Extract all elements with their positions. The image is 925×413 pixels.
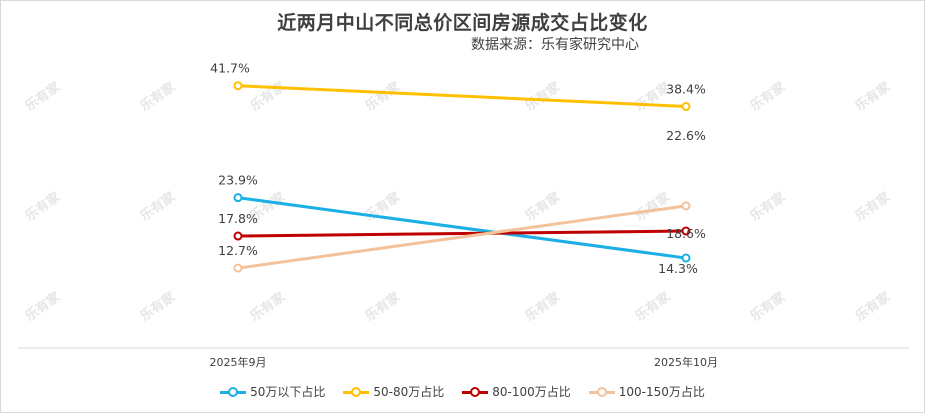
watermark-text: 乐有家 [852,188,894,224]
chart-legend: 50万以下占比 50-80万占比 80-100万占比 100-150万占比 [0,383,925,400]
data-labels: 23.9% 14.3% 41.7% 38.4% 17.8% 18.6% 12.7% 22.6% [210,61,706,276]
data-point [233,81,243,91]
watermark-text: 乐有家 [522,288,564,324]
watermark-text: 乐有家 [22,288,64,324]
legend-item[interactable]: 50万以下占比 [220,383,325,400]
data-label: 18.6% [666,226,706,241]
data-point [681,201,691,211]
series-points [233,81,691,273]
chart-subtitle: 数据来源：乐有家研究中心 [471,37,639,53]
data-label: 14.3% [658,261,698,276]
data-label: 41.7% [210,61,250,76]
x-axis-ticks: 2025年9月 2025年10月 [210,355,719,369]
legend-swatch [462,386,489,398]
watermark-text: 乐有家 [632,188,674,224]
watermark-text: 乐有家 [247,288,289,324]
watermark-text: 乐有家 [522,78,564,114]
watermark-text: 乐有家 [137,78,179,114]
legend-label: 50-80万占比 [373,385,445,399]
x-tick-label: 2025年10月 [654,355,718,369]
x-tick-label: 2025年9月 [210,355,267,369]
data-label: 17.8% [218,211,258,226]
series-lines [237,84,687,270]
watermark-text: 乐有家 [22,188,64,224]
data-point [681,101,691,111]
legend-item[interactable]: 100-150万占比 [588,383,705,400]
series-line [237,196,687,260]
data-point [681,253,691,263]
watermark-text: 乐有家 [247,78,289,114]
legend-item[interactable]: 50-80万占比 [343,383,444,400]
watermark-text: 乐有家 [137,188,179,224]
series-line [237,84,687,108]
chart-title: 近两月中山不同总价区间房源成交占比变化 [277,12,648,34]
series-line [237,229,687,238]
series-line [237,204,687,270]
watermark-text: 乐有家 [137,288,179,324]
data-point [233,263,243,273]
watermark-text: 乐有家 [632,288,674,324]
legend-item[interactable]: 80-100万占比 [462,383,571,400]
data-label: 22.6% [666,128,706,143]
legend-label: 50万以下占比 [250,385,326,399]
watermark-text: 乐有家 [747,78,789,114]
watermark-text: 乐有家 [22,78,64,114]
watermark-layer: 乐有家 乐有家 乐有家 乐有家 乐有家 乐有家 乐有家 乐有家乐有家 乐有家 乐有家 乐有家 乐有家乐… [22,78,894,324]
watermark-text: 乐有家 [747,288,789,324]
legend-label: 100-150万占比 [618,385,705,399]
data-point [233,193,243,203]
legend-swatch [588,386,615,398]
watermark-text: 乐有家 [522,188,564,224]
watermark-text: 乐有家 [852,78,894,114]
data-point [681,226,691,236]
data-label: 38.4% [666,81,706,96]
watermark-text: 乐有家 [747,188,789,224]
data-label: 12.7% [218,243,258,258]
legend-swatch [343,386,370,398]
data-label: 23.9% [218,173,258,188]
watermark-text: 乐有家 [362,288,404,324]
watermark-text: 乐有家 [852,288,894,324]
watermark-text: 乐有家 [362,78,404,114]
legend-swatch [220,386,247,398]
legend-label: 80-100万占比 [492,385,571,399]
data-point [233,231,243,241]
